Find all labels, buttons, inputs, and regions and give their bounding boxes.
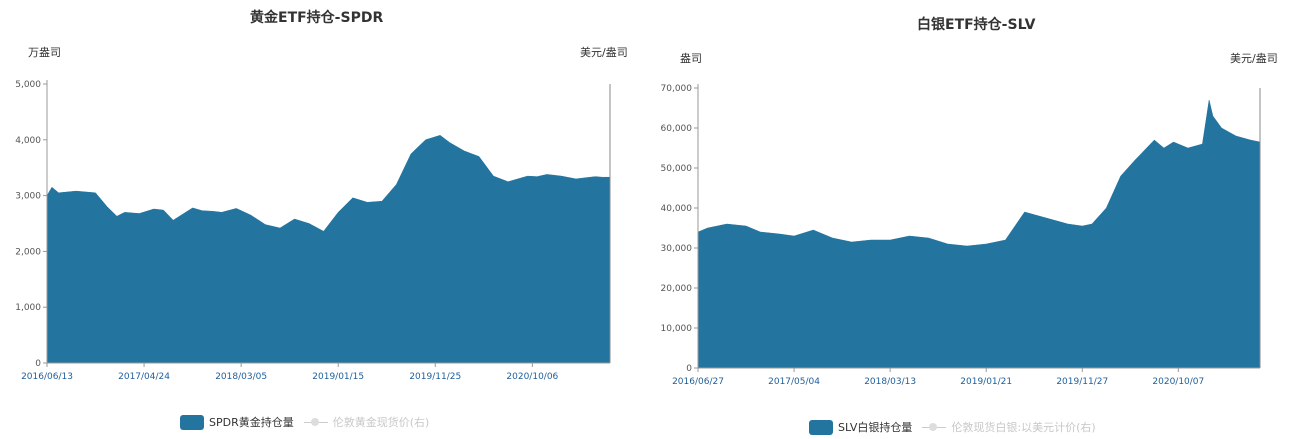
plot-area: 0 1,000 2,000 3,000 4,000 5,000 2016/06/13 2017… — [15, 80, 611, 382]
x-tick-label: 2019/11/25 — [409, 372, 461, 382]
x-tick-label: 2019/01/15 — [312, 372, 364, 382]
holdings-area — [46, 135, 611, 364]
legend-swatch-holdings — [809, 419, 833, 435]
spdr-gold-chart: 黄金ETF持仓-SPDR 万盎司 美元/盎司 0 1,000 2,000 3,000 4… — [0, 0, 652, 439]
y-tick-label: 30,000 — [661, 244, 693, 254]
legend[interactable]: SLV白银持仓量 伦敦现货白银:以美元计价(右) — [809, 419, 1096, 435]
legend-label-price: 伦敦现货白银:以美元计价(右) — [951, 421, 1096, 434]
x-tick-label: 2017/05/04 — [768, 377, 820, 387]
x-tick-label: 2019/01/21 — [960, 377, 1012, 387]
y-tick-label: 0 — [35, 359, 41, 369]
chart-title: 白银ETF持仓-SLV — [917, 17, 1036, 33]
x-tick-label: 2016/06/13 — [21, 372, 73, 382]
y-tick-label: 40,000 — [661, 204, 693, 214]
legend-label-holdings: SLV白银持仓量 — [838, 421, 913, 434]
y-tick-label: 20,000 — [661, 284, 693, 294]
chart-title: 黄金ETF持仓-SPDR — [250, 10, 384, 26]
legend-marker-price — [303, 416, 328, 428]
plot-area: 0 10,000 20,000 30,000 40,000 50,000 60,000 70,… — [661, 84, 1261, 387]
x-tick-label: 2018/03/13 — [864, 377, 916, 387]
right-axis-unit: 美元/盎司 — [1230, 52, 1278, 65]
x-tick-label: 2020/10/06 — [506, 372, 558, 382]
legend-swatch-holdings — [180, 414, 204, 430]
y-tick-label: 3,000 — [15, 192, 41, 202]
y-tick-label: 0 — [686, 364, 692, 374]
y-tick-label: 60,000 — [661, 124, 693, 134]
legend-label-holdings: SPDR黄金持仓量 — [209, 416, 294, 429]
legend-label-price: 伦敦黄金现货价(右) — [332, 416, 430, 429]
left-axis-unit: 万盎司 — [28, 46, 61, 59]
y-tick-label: 50,000 — [661, 164, 693, 174]
legend-marker-price — [922, 421, 947, 433]
y-tick-label: 70,000 — [661, 84, 693, 94]
holdings-area — [697, 99, 1261, 369]
y-tick-label: 1,000 — [15, 303, 41, 313]
slv-silver-chart: 白银ETF持仓-SLV 盎司 美元/盎司 0 10,000 20,000 30,000… — [652, 0, 1305, 439]
legend[interactable]: SPDR黄金持仓量 伦敦黄金现货价(右) — [180, 414, 429, 430]
x-tick-label: 2017/04/24 — [118, 372, 170, 382]
left-axis-unit: 盎司 — [680, 52, 702, 65]
y-tick-label: 4,000 — [15, 136, 41, 146]
right-axis-unit: 美元/盎司 — [580, 46, 628, 59]
x-tick-label: 2016/06/27 — [672, 377, 724, 387]
x-tick-label: 2018/03/05 — [215, 372, 267, 382]
y-tick-label: 2,000 — [15, 247, 41, 257]
x-tick-label: 2019/11/27 — [1056, 377, 1108, 387]
x-tick-label: 2020/10/07 — [1152, 377, 1204, 387]
y-tick-label: 10,000 — [661, 324, 693, 334]
y-tick-label: 5,000 — [15, 80, 41, 90]
